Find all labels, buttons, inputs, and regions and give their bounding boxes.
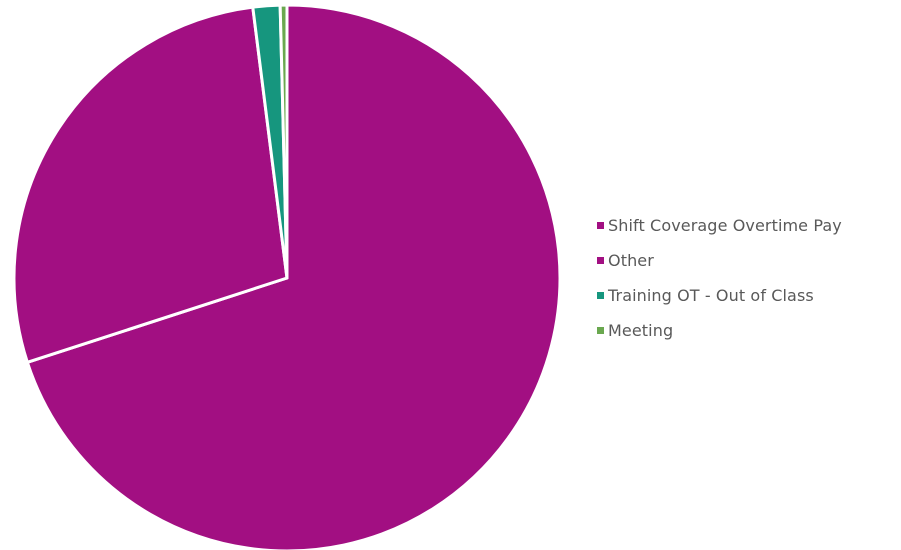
- legend-item-training-ot-out-of-class: Training OT - Out of Class: [597, 278, 897, 313]
- legend-swatch-meeting: [597, 327, 604, 334]
- legend-swatch-other: [597, 257, 604, 264]
- legend-label-other: Other: [608, 251, 654, 270]
- legend-label-meeting: Meeting: [608, 321, 674, 340]
- legend-item-meeting: Meeting: [597, 313, 897, 348]
- pie-slice-other: [12, 5, 289, 364]
- legend-label-training-ot-out-of-class: Training OT - Out of Class: [608, 286, 814, 305]
- legend-swatch-training-ot-out-of-class: [597, 292, 604, 299]
- legend-swatch-shift-coverage-overtime-pay: [597, 222, 604, 229]
- legend-item-shift-coverage-overtime-pay: Shift Coverage Overtime Pay: [597, 208, 897, 243]
- chart-legend: Shift Coverage Overtime Pay Other Traini…: [597, 208, 897, 348]
- legend-label-shift-coverage-overtime-pay: Shift Coverage Overtime Pay: [608, 216, 842, 235]
- legend-item-other: Other: [597, 243, 897, 278]
- pie-slice-shift-coverage-overtime-pay: [25, 3, 562, 550]
- pie-slice-meeting: [278, 3, 289, 280]
